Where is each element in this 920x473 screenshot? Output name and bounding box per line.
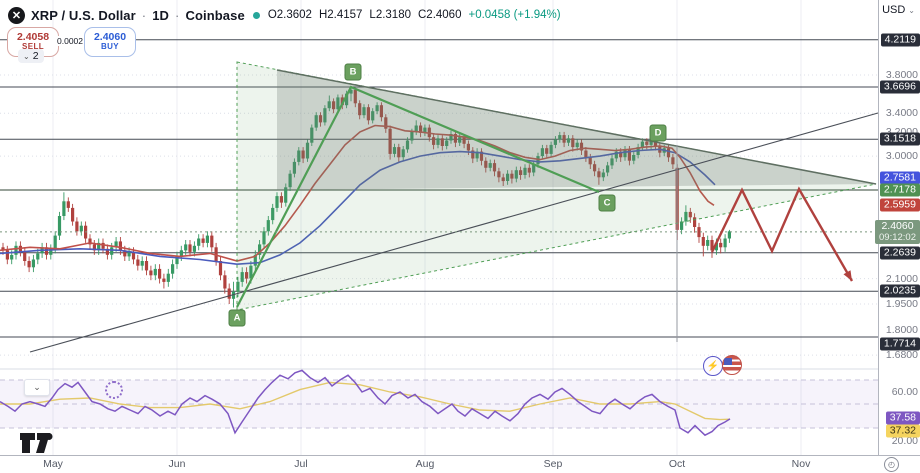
interval-selector[interactable]: 1D	[152, 7, 170, 23]
axis-price-badge: 4.2119	[880, 33, 920, 47]
axis-price-badge: 2.0235	[879, 284, 920, 298]
exchange-label[interactable]: Coinbase	[185, 7, 245, 23]
open-value: O2.3602	[267, 9, 312, 21]
low-value: L2.3180	[369, 9, 411, 21]
pattern-label-a: A	[228, 309, 246, 327]
spread-value: 0.0002	[55, 36, 85, 46]
currency-dropdown[interactable]: USD ⌄	[882, 4, 915, 16]
buy-button[interactable]: 2.4060 BUY	[84, 27, 136, 57]
price-axis[interactable]: USD ⌄ 4.21193.80003.66963.40003.20003.15…	[875, 0, 920, 455]
month-label: May	[43, 458, 63, 470]
current-price-badge: 2.4060 09:12:02	[875, 220, 920, 244]
month-label: Jul	[294, 458, 308, 470]
timezone-settings-button[interactable]: ◴	[884, 457, 899, 472]
ohlc-values: O2.3602 H2.4157 L2.3180 C2.4060 +0.0458 …	[268, 9, 561, 21]
pattern-label-d: D	[649, 124, 667, 142]
axis-label: 1.9500	[885, 298, 918, 310]
axis-price-badge: 37.58	[885, 411, 920, 425]
month-label: Oct	[668, 458, 686, 470]
axis-price-badge: 3.6696	[879, 80, 920, 94]
symbol-title[interactable]: XRP / U.S. Dollar	[31, 7, 136, 23]
month-label: Jun	[168, 458, 186, 470]
axis-label: 1.8000	[885, 324, 918, 336]
axis-price-badge: 3.1518	[879, 132, 920, 146]
bar-countdown: 09:12:02	[879, 232, 916, 243]
axis-price-badge: 2.7178	[879, 183, 920, 197]
indicator-loading-spinner-icon	[105, 381, 123, 399]
chevron-down-icon: ⌄	[908, 5, 915, 15]
axis-price-badge: 2.5959	[879, 198, 920, 212]
axis-label: 3.4000	[885, 107, 918, 119]
pattern-label-c: C	[598, 194, 616, 212]
rsi-pane-collapse-button[interactable]: ⌄	[24, 379, 50, 396]
pattern-label-b: B	[344, 63, 362, 81]
tradingview-logo[interactable]	[20, 433, 64, 458]
axis-label: 60.00	[891, 386, 918, 398]
chevron-down-icon: ⌄	[23, 51, 30, 61]
month-label: Aug	[415, 458, 435, 470]
xrp-logo-icon: ✕	[8, 6, 25, 24]
object-tree-counter[interactable]: ⌄ 2	[18, 49, 44, 63]
chart-header: ✕ XRP / U.S. Dollar · 1D · Coinbase O2.3…	[8, 5, 561, 25]
month-label: Nov	[791, 458, 811, 470]
change-value: +0.0458 (+1.94%)	[468, 9, 561, 21]
time-axis[interactable]: May Jun Jul Aug Sep Oct Nov	[0, 455, 920, 473]
usa-flag-sticker-icon[interactable]	[722, 355, 742, 375]
month-label: Sep	[543, 458, 563, 470]
axis-label: 3.0000	[885, 150, 918, 162]
chevron-down-icon: ⌄	[33, 382, 41, 392]
clock-icon: ◴	[888, 460, 895, 469]
high-value: H2.4157	[318, 9, 363, 21]
axis-price-badge: 2.2639	[879, 246, 920, 260]
axis-price-badge: 37.32	[885, 424, 920, 438]
axis-price-badge: 2.7581	[879, 171, 920, 185]
axis-label: 2.1000	[885, 273, 918, 285]
close-value: C2.4060	[418, 9, 462, 21]
bolt-sticker-icon[interactable]: ⚡	[703, 356, 723, 376]
axis-label: 3.8000	[885, 69, 918, 81]
axis-label: 1.6800	[885, 349, 918, 361]
axis-price-badge: 1.7714	[879, 337, 920, 351]
axis-label: 20.00	[891, 435, 918, 447]
market-status-dot	[252, 11, 260, 19]
